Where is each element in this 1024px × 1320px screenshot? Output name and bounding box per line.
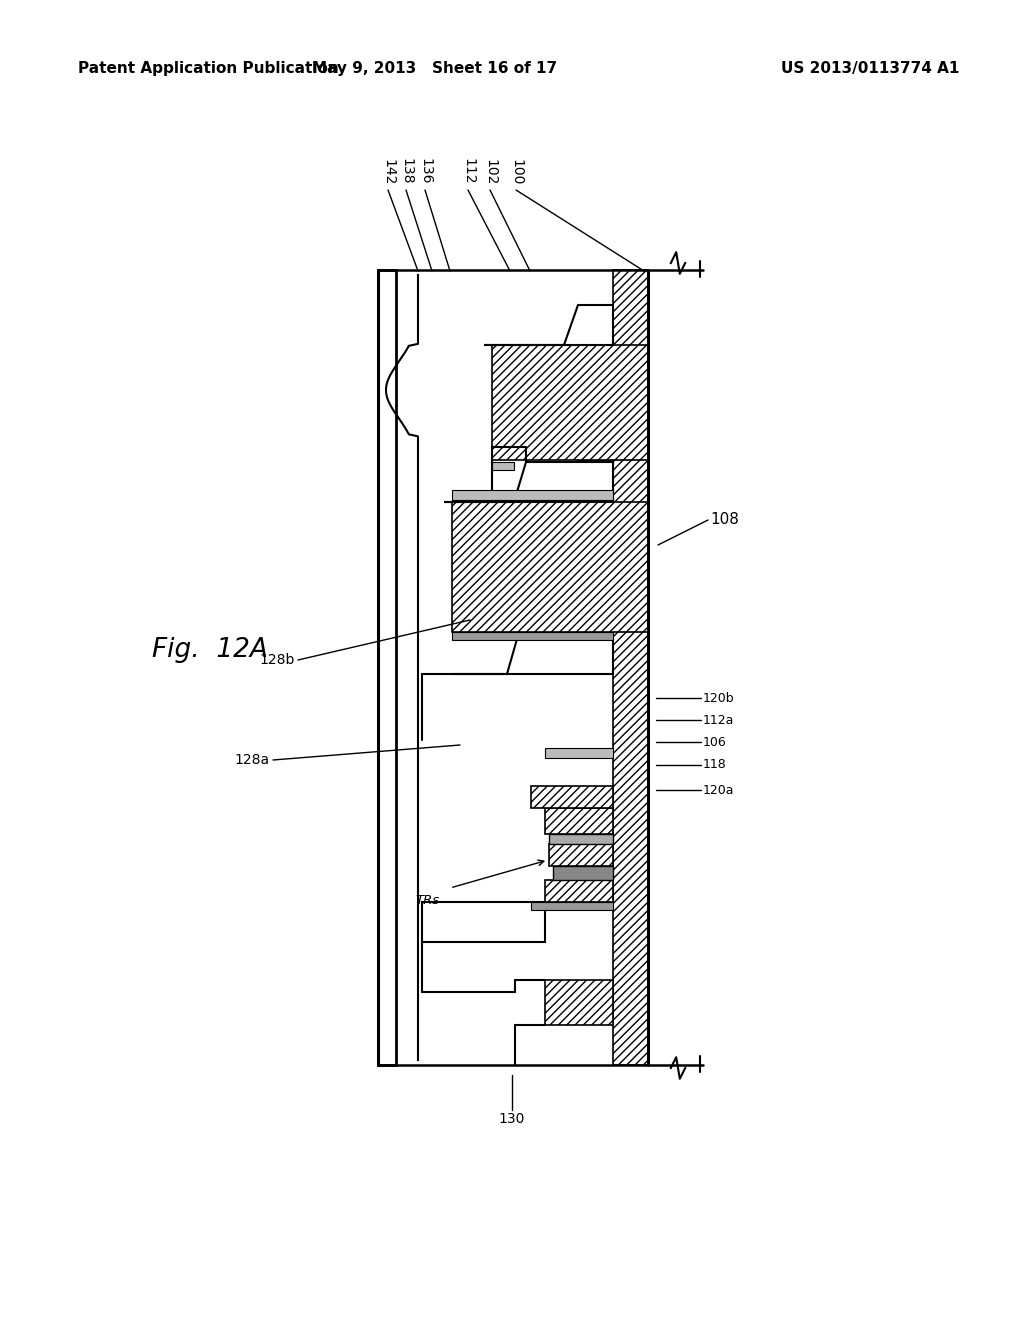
Bar: [531, 785, 613, 808]
Text: 138: 138: [399, 158, 413, 185]
Polygon shape: [444, 462, 613, 502]
Polygon shape: [422, 902, 545, 942]
Text: 108: 108: [710, 512, 739, 528]
Text: 142: 142: [381, 158, 395, 185]
Bar: [545, 748, 613, 758]
Text: 128a: 128a: [234, 752, 270, 767]
Text: Fig.  12A: Fig. 12A: [152, 638, 268, 663]
Text: 136: 136: [418, 158, 432, 185]
Bar: [378, 271, 396, 1065]
Text: 106: 106: [703, 735, 727, 748]
Bar: [531, 902, 613, 909]
Bar: [553, 866, 613, 880]
Text: 112: 112: [461, 158, 475, 185]
Bar: [545, 880, 613, 902]
Text: 100: 100: [509, 158, 523, 185]
Text: 130: 130: [499, 1111, 525, 1126]
Bar: [452, 502, 648, 632]
Text: 120b: 120b: [703, 692, 734, 705]
Polygon shape: [492, 459, 613, 502]
Text: 112a: 112a: [703, 714, 734, 726]
Text: Patent Application Publication: Patent Application Publication: [78, 61, 339, 75]
Bar: [492, 462, 514, 470]
Polygon shape: [452, 632, 613, 675]
Bar: [549, 834, 613, 843]
Text: 128b: 128b: [260, 653, 295, 667]
Bar: [452, 490, 613, 500]
Text: US 2013/0113774 A1: US 2013/0113774 A1: [781, 61, 959, 75]
Bar: [545, 808, 613, 834]
Text: 120a: 120a: [703, 784, 734, 796]
Bar: [549, 843, 613, 866]
Polygon shape: [484, 305, 613, 345]
Bar: [492, 345, 648, 459]
Text: 118: 118: [703, 759, 727, 771]
Bar: [545, 979, 613, 1026]
Text: May 9, 2013   Sheet 16 of 17: May 9, 2013 Sheet 16 of 17: [312, 61, 557, 75]
Text: 102: 102: [483, 158, 497, 185]
Bar: [452, 632, 613, 640]
Text: TRs: TRs: [415, 894, 439, 907]
Bar: [613, 271, 648, 1065]
